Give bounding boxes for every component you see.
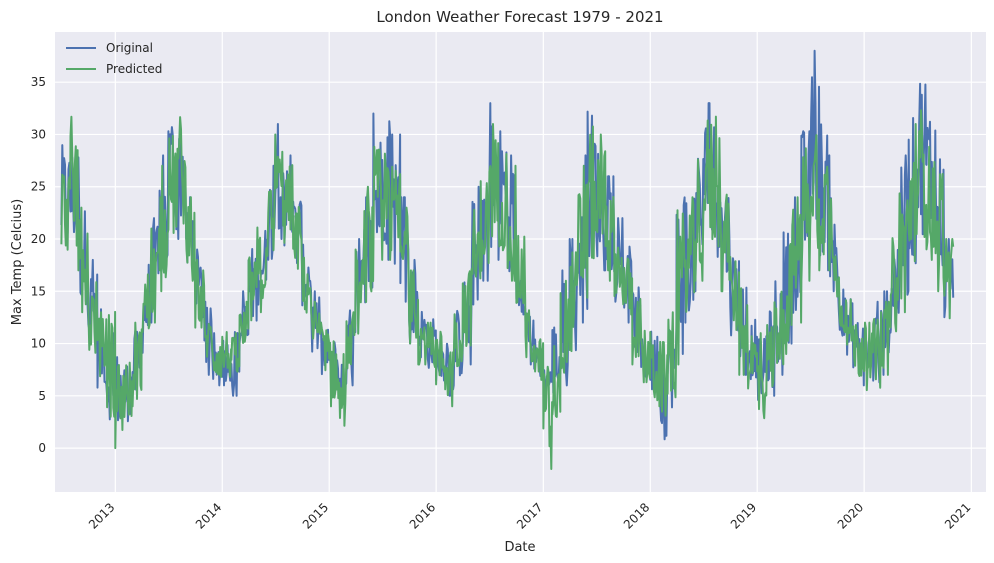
y-tick-label-10: 10 (31, 337, 46, 351)
x-tick-label-2018: 2018 (621, 500, 652, 531)
legend-label-original: Original (106, 41, 153, 55)
legend-label-predicted: Predicted (106, 62, 162, 76)
y-tick-label-35: 35 (31, 75, 46, 89)
x-axis-ticks: 2013 2014 2015 2016 2017 2018 2019 2020 2021 (86, 500, 974, 531)
y-tick-label-20: 20 (31, 232, 46, 246)
x-tick-label-2016: 2016 (407, 500, 438, 531)
legend: Original Predicted (66, 41, 162, 76)
x-axis-label: Date (504, 540, 535, 555)
y-tick-label-5: 5 (38, 389, 46, 403)
y-tick-label-0: 0 (38, 441, 46, 455)
x-tick-label-2020: 2020 (835, 500, 866, 531)
grid-lines (55, 32, 986, 492)
x-tick-label-2015: 2015 (300, 500, 331, 531)
x-tick-label-2013: 2013 (86, 500, 117, 531)
x-tick-label-2019: 2019 (728, 500, 759, 531)
y-tick-label-30: 30 (31, 127, 46, 141)
x-tick-label-2014: 2014 (193, 500, 224, 531)
series-lines (60, 49, 955, 470)
y-axis-ticks: 0 5 10 15 20 25 30 35 (31, 75, 46, 455)
y-tick-label-15: 15 (31, 284, 46, 298)
y-axis-label: Max Temp (Celcius) (10, 199, 25, 325)
x-tick-label-2021: 2021 (942, 500, 973, 531)
series-line-predicted (60, 109, 955, 470)
y-tick-label-25: 25 (31, 180, 46, 194)
chart-title: London Weather Forecast 1979 - 2021 (376, 8, 663, 26)
x-tick-label-2017: 2017 (514, 500, 545, 531)
